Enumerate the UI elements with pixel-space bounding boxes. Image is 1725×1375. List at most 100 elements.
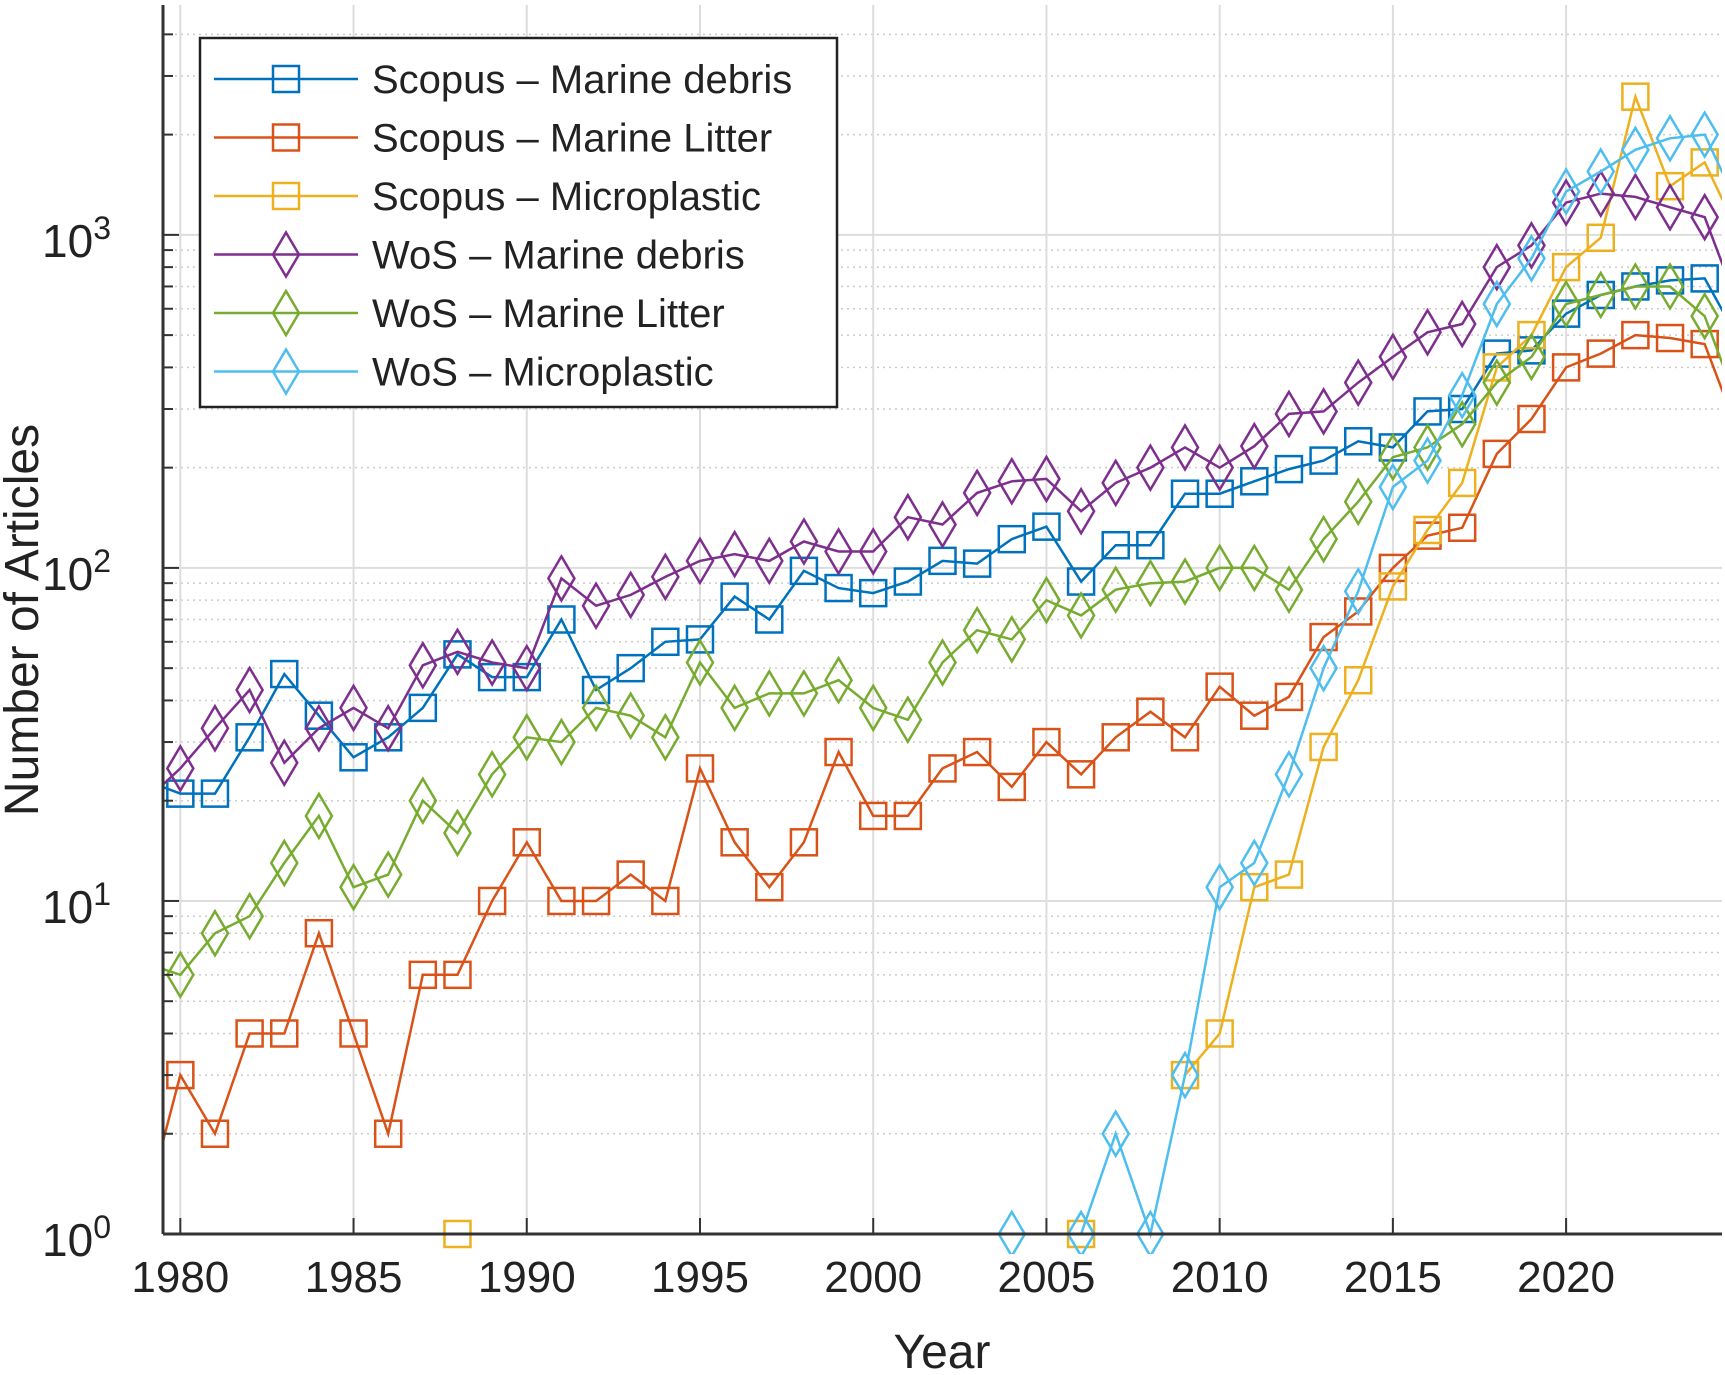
data-point [269, 838, 299, 888]
data-point [339, 683, 368, 733]
data-point [1135, 558, 1165, 608]
data-point [997, 772, 1027, 802]
data-point [1170, 557, 1200, 607]
data-point [685, 625, 715, 654]
legend-label: WoS – Marine debris [372, 234, 745, 278]
data-point [858, 801, 888, 831]
data-point [1032, 727, 1061, 757]
data-point [1551, 353, 1581, 382]
data-point [1586, 339, 1615, 368]
data-point [133, 779, 159, 823]
square-marker-icon [271, 181, 301, 211]
data-point [997, 1209, 1027, 1254]
data-point [1517, 220, 1546, 270]
data-point [928, 638, 957, 687]
data-point [477, 749, 507, 799]
data-point [1620, 172, 1650, 222]
data-point [165, 950, 195, 1000]
data-point [1482, 439, 1512, 469]
data-point [858, 527, 888, 576]
data-point [789, 668, 819, 718]
data-point [339, 862, 368, 912]
data-point [512, 828, 542, 857]
data-point [373, 1119, 403, 1148]
data-point [1447, 370, 1477, 420]
y-axis-label: Number of Articles [0, 424, 49, 816]
data-point [1586, 169, 1616, 219]
data-point [755, 872, 784, 902]
data-point [1066, 486, 1096, 536]
data-point [373, 703, 403, 753]
data-point [1066, 1209, 1096, 1254]
data-point [166, 779, 195, 808]
data-point [1655, 323, 1685, 353]
data-point [1551, 178, 1581, 228]
data-point [1690, 192, 1720, 242]
data-point [720, 582, 749, 611]
data-point [304, 791, 334, 841]
data-point [1239, 421, 1269, 471]
y-tick-label: 100 [42, 1209, 111, 1266]
data-point [1239, 543, 1269, 593]
data-point [477, 886, 507, 916]
data-point [1378, 572, 1408, 601]
data-point [685, 638, 715, 687]
x-axis-label: Year [894, 1326, 991, 1375]
data-point [339, 743, 368, 772]
data-point [581, 683, 611, 733]
data-point [304, 918, 334, 948]
data-point [1343, 358, 1373, 408]
data-point [1620, 261, 1650, 311]
data-point [1101, 458, 1131, 508]
data-point [581, 581, 611, 631]
data-point [1378, 553, 1408, 583]
data-point [1517, 332, 1546, 382]
data-point [616, 653, 645, 683]
data-point [858, 578, 888, 608]
square-marker-icon [271, 64, 301, 94]
data-point [1482, 358, 1512, 408]
data-point [200, 1119, 230, 1148]
x-tick-label: 2015 [1344, 1253, 1442, 1302]
data-point [200, 908, 230, 958]
data-point [1205, 672, 1234, 701]
data-point [754, 668, 784, 718]
data-point [477, 662, 507, 692]
data-point [650, 552, 680, 602]
data-point [235, 1019, 264, 1048]
data-point [408, 640, 438, 690]
data-point [1135, 443, 1165, 493]
data-point [1413, 422, 1442, 472]
diamond-marker-icon [271, 347, 301, 396]
data-point [685, 536, 715, 586]
data-point [1274, 454, 1304, 484]
data-point [1378, 432, 1408, 482]
data-point [1274, 389, 1304, 439]
data-point [1170, 422, 1200, 472]
data-point [1586, 147, 1616, 196]
data-point [616, 570, 646, 620]
data-point [997, 524, 1027, 554]
data-point [235, 665, 265, 715]
data-point [443, 627, 472, 677]
data-point [1136, 530, 1165, 560]
data-point [789, 556, 819, 586]
data-point [1378, 332, 1408, 382]
data-point [1343, 427, 1373, 456]
data-point [962, 605, 992, 655]
data-point [893, 567, 923, 596]
series-wos-microplastic [997, 110, 1722, 1254]
legend-label: Scopus – Marine debris [372, 58, 792, 102]
series-line [163, 333, 1722, 1147]
data-point [512, 643, 542, 693]
data-point [962, 549, 992, 578]
legend-label: WoS – Marine Litter [372, 292, 725, 336]
series-scopus-marine-litter [163, 320, 1722, 1148]
data-point [997, 614, 1027, 664]
data-point [1309, 643, 1339, 693]
data-point [1586, 270, 1616, 320]
data-point [754, 536, 784, 586]
legend-label: Scopus – Microplastic [372, 175, 761, 219]
series-line [163, 285, 1722, 977]
data-point [1586, 223, 1615, 253]
